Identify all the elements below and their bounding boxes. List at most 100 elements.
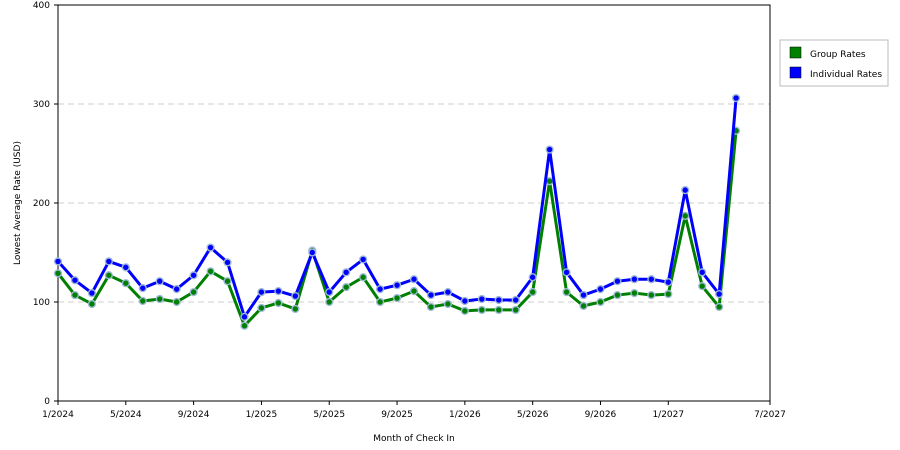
data-point-group-rates <box>630 288 639 298</box>
data-point-group-rates <box>87 299 97 309</box>
data-point-individual-rates <box>545 145 554 154</box>
data-point-individual-rates <box>104 257 113 266</box>
data-point-individual-rates <box>359 255 368 264</box>
data-point-group-rates <box>460 306 469 316</box>
data-point-individual-rates <box>53 257 63 266</box>
data-point-individual-rates <box>155 277 164 286</box>
x-tick-label: 5/2024 <box>110 410 142 420</box>
data-point-individual-rates <box>240 312 249 321</box>
data-point-group-rates <box>477 305 486 315</box>
data-point-group-rates <box>409 287 419 296</box>
data-point-group-rates <box>325 297 334 307</box>
data-point-individual-rates <box>562 268 571 277</box>
data-point-group-rates <box>155 294 164 304</box>
data-point-group-rates <box>257 303 266 313</box>
data-point-individual-rates <box>308 248 317 257</box>
series-group-rates <box>53 126 741 330</box>
data-point-individual-rates <box>630 275 639 284</box>
y-tick-label: 200 <box>33 199 50 209</box>
data-point-individual-rates <box>698 268 707 277</box>
data-point-individual-rates <box>375 285 385 294</box>
data-point-group-rates <box>359 273 368 282</box>
data-point-individual-rates <box>189 271 198 280</box>
series-layer <box>53 93 741 330</box>
y-tick-label: 0 <box>44 397 50 407</box>
data-point-group-rates <box>392 293 402 303</box>
data-point-individual-rates <box>528 273 537 282</box>
series-individual-rates <box>53 93 741 321</box>
data-point-group-rates <box>647 290 656 300</box>
legend-swatch-individual-rates <box>789 66 802 79</box>
data-point-group-rates <box>342 283 351 292</box>
data-point-individual-rates <box>409 275 419 284</box>
data-point-group-rates <box>375 297 385 307</box>
data-point-individual-rates <box>579 290 588 300</box>
x-tick-label: 1/2027 <box>652 410 684 420</box>
x-tick-label: 9/2026 <box>585 410 617 420</box>
x-tick-label: 1/2024 <box>42 410 74 420</box>
data-point-group-rates <box>172 297 181 307</box>
y-axis-title: Lowest Average Rate (USD) <box>13 141 23 265</box>
data-point-individual-rates <box>70 276 80 285</box>
data-point-group-rates <box>53 269 63 278</box>
data-point-individual-rates <box>477 294 486 304</box>
data-point-individual-rates <box>596 285 605 294</box>
data-point-individual-rates <box>291 291 300 301</box>
data-point-group-rates <box>443 299 453 309</box>
data-point-group-rates <box>579 301 588 311</box>
data-point-group-rates <box>104 271 113 280</box>
data-point-group-rates <box>698 282 707 291</box>
data-point-group-rates <box>528 288 537 297</box>
data-point-individual-rates <box>87 288 97 298</box>
data-point-individual-rates <box>121 263 130 272</box>
y-tick-label: 400 <box>33 1 50 11</box>
data-point-individual-rates <box>715 289 724 299</box>
y-tick-label: 100 <box>33 298 50 308</box>
x-tick-label: 1/2026 <box>449 410 481 420</box>
data-point-individual-rates <box>460 296 469 306</box>
data-point-individual-rates <box>206 243 215 252</box>
data-point-group-rates <box>206 267 215 276</box>
x-tick-label: 5/2026 <box>517 410 549 420</box>
y-axis: 0 100 200 300 400 <box>33 1 58 407</box>
data-point-group-rates <box>240 321 249 330</box>
data-point-group-rates <box>189 288 198 297</box>
data-point-individual-rates <box>647 275 656 284</box>
x-tick-label: 5/2025 <box>313 410 345 420</box>
legend-swatch-group-rates <box>789 46 802 59</box>
data-point-group-rates <box>596 297 605 307</box>
data-point-group-rates <box>664 289 673 299</box>
data-point-individual-rates <box>325 288 334 297</box>
x-tick-label: 9/2025 <box>381 410 413 420</box>
data-point-individual-rates <box>138 284 147 293</box>
data-point-individual-rates <box>664 278 673 287</box>
legend-label-group-rates: Group Rates <box>810 50 866 60</box>
data-point-individual-rates <box>392 281 402 290</box>
x-axis: 1/2024 5/2024 9/2024 1/2025 5/2025 9/2025 1/20… <box>42 401 786 420</box>
data-point-group-rates <box>494 305 503 315</box>
data-point-group-rates <box>562 288 571 297</box>
data-point-group-rates <box>426 302 436 312</box>
data-point-individual-rates <box>511 295 520 305</box>
y-tick-label: 300 <box>33 100 50 110</box>
data-point-individual-rates <box>342 268 351 277</box>
data-point-individual-rates <box>494 295 503 305</box>
data-point-group-rates <box>70 290 80 300</box>
data-point-individual-rates <box>731 93 741 103</box>
legend-label-individual-rates: Individual Rates <box>810 70 882 80</box>
data-point-individual-rates <box>443 288 453 297</box>
legend: Group Rates Individual Rates <box>779 39 889 87</box>
data-point-group-rates <box>681 211 690 220</box>
data-point-group-rates <box>715 302 724 312</box>
data-point-individual-rates <box>172 285 181 294</box>
data-point-individual-rates <box>223 258 232 267</box>
data-point-group-rates <box>223 277 232 286</box>
data-point-individual-rates <box>274 287 283 296</box>
data-point-group-rates <box>613 290 622 300</box>
x-tick-label: 1/2025 <box>246 410 278 420</box>
data-point-group-rates <box>511 305 520 315</box>
data-point-group-rates <box>274 298 283 308</box>
data-point-group-rates <box>138 296 147 306</box>
grid-lines <box>58 103 770 303</box>
